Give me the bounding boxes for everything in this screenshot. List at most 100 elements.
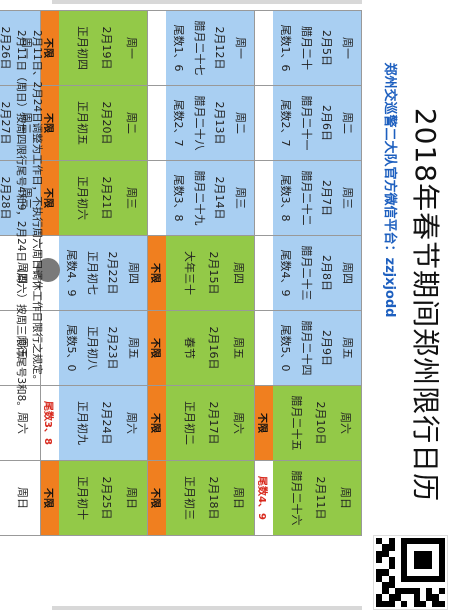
day-status-label xyxy=(148,161,166,235)
date-label: 2月24日 xyxy=(100,401,114,445)
weekday-label: 周日 xyxy=(338,487,352,509)
day-body: 周四 2月8日 腊月二十三 尾数4、9 xyxy=(273,236,361,310)
calendar-day-cell: 周五 2月23日 正月初八 尾数5、0 xyxy=(40,311,147,386)
calendar-day-cell: 周二 2月6日 腊月二十一 尾数2、7 xyxy=(254,86,361,161)
qr-module xyxy=(394,600,402,607)
day-body: 周三 2月14日 腊月二十九 尾数3、8 xyxy=(166,161,254,235)
lunar-date-label: 春节 xyxy=(182,337,196,359)
day-status-label: 不限 xyxy=(255,386,273,460)
lunar-date-label: 腊月二十二 xyxy=(299,170,313,226)
calendar-day-cell: 周五 2月9日 腊月二十四 尾数5、0 xyxy=(254,311,361,386)
wechat-subtitle: 郑州交巡警二大队官方微信平台：zzjxjodd xyxy=(382,62,398,318)
day-body: 周二 2月13日 腊月二十八 尾数2、7 xyxy=(166,86,254,160)
lunar-date-label: 腊月二十 xyxy=(299,26,313,70)
date-label: 2月19日 xyxy=(100,26,114,70)
qr-module xyxy=(413,600,420,607)
day-status-label xyxy=(255,11,273,85)
restricted-tail-label: 尾数4、9 xyxy=(279,249,293,297)
qr-module xyxy=(388,600,395,607)
day-status-label: 不限 xyxy=(148,386,166,460)
lunar-date-label: 腊月二十六 xyxy=(289,470,303,526)
note-line-1: 2月11日、2月24日调整为工作日，不执行周六周日调休工作日限行之规定。 xyxy=(31,30,43,386)
weekday-label: 周六 xyxy=(338,412,352,434)
date-label: 2月22日 xyxy=(106,251,120,295)
weekday-label: 周五 xyxy=(231,337,245,359)
lunar-date-label: 腊月二十一 xyxy=(299,95,313,151)
date-label: 2月16日 xyxy=(207,326,221,370)
page-edge-left xyxy=(52,0,362,4)
day-body: 周一 2月5日 腊月二十 尾数1、6 xyxy=(273,11,361,85)
restricted-tail-label: 尾数3、8 xyxy=(172,174,186,222)
day-body: 周日 2月18日 正月初三 xyxy=(166,461,254,535)
weekday-label: 周二 xyxy=(233,112,247,134)
day-status-label xyxy=(148,11,166,85)
lunar-date-label: 腊月二十四 xyxy=(299,320,313,376)
restricted-tail-label: 尾数2、7 xyxy=(279,99,293,147)
day-body: 周一 2月12日 腊月二十七 尾数1、6 xyxy=(166,11,254,85)
day-body: 周五 2月16日 春节 xyxy=(166,311,254,385)
page-edge-right xyxy=(52,606,362,610)
date-label: 2月11日 xyxy=(314,476,328,520)
weekday-label: 周六 xyxy=(231,412,245,434)
lunar-date-label: 大年三十 xyxy=(182,251,196,295)
day-status-label xyxy=(255,161,273,235)
day-status-label: 尾数4、9 xyxy=(255,461,273,535)
weekday-label: 周三 xyxy=(124,187,138,209)
calendar-day-cell: 周二 2月13日 腊月二十八 尾数2、7 xyxy=(147,86,254,161)
date-label: 2月13日 xyxy=(213,101,227,145)
weekday-label: 周二 xyxy=(340,112,354,134)
qr-module xyxy=(407,600,414,607)
weekday-label: 周五 xyxy=(340,337,354,359)
lunar-date-label: 正月初九 xyxy=(75,401,89,445)
calendar-day-cell: 周日 2月18日 正月初三 不限 xyxy=(147,461,254,536)
calendar-day-cell: 周四 2月8日 腊月二十三 尾数4、9 xyxy=(254,236,361,311)
lunar-date-label: 腊月二十三 xyxy=(299,245,313,301)
date-label: 2月8日 xyxy=(320,255,334,291)
calendar-week-row: 周一 2月12日 腊月二十七 尾数1、6 周二 2月13日 腊月二十八 尾数2、7 周三 2月14… xyxy=(147,11,254,536)
calendar-week-row: 周一 2月5日 腊月二十 尾数1、6 周二 2月6日 腊月二十一 尾数2、7 周三 2月7日 腊月二… xyxy=(254,11,361,536)
lunar-date-label: 正月初三 xyxy=(182,476,196,520)
lunar-date-label: 正月初五 xyxy=(75,101,89,145)
weekday-label: 周四 xyxy=(126,262,140,284)
date-label: 2月20日 xyxy=(100,101,114,145)
date-label: 2月17日 xyxy=(207,401,221,445)
day-body: 周一 2月19日 正月初四 xyxy=(59,11,147,85)
date-label: 2月23日 xyxy=(106,326,120,370)
day-body: 周日 2月11日 腊月二十六 xyxy=(273,461,361,535)
date-label: 2月7日 xyxy=(320,180,334,216)
lunar-date-label: 正月初四 xyxy=(75,26,89,70)
weekday-label: 周二 xyxy=(124,112,138,134)
calendar-day-cell: 周六 2月17日 正月初二 不限 xyxy=(147,386,254,461)
calendar-day-cell: 周三 2月7日 腊月二十二 尾数3、8 xyxy=(254,161,361,236)
day-status-label xyxy=(148,86,166,160)
calendar-day-cell: 周六 2月10日 腊月二十五 不限 xyxy=(254,386,361,461)
note-line-2: 2月11日（周日）按周四限行尾号4和9，2月24日（周六）按周三限行尾号3和8。 xyxy=(15,30,27,412)
lunar-date-label: 正月初二 xyxy=(182,401,196,445)
weekday-label: 周一 xyxy=(340,37,354,59)
date-label: 3月4日 xyxy=(0,480,2,516)
restricted-tail-label: 尾数1、6 xyxy=(172,24,186,72)
date-label: 2月6日 xyxy=(320,105,334,141)
day-status-label xyxy=(255,311,273,385)
lunar-date-label: 正月初七 xyxy=(85,251,99,295)
qr-module xyxy=(419,600,427,607)
date-label: 3月2日 xyxy=(0,330,2,366)
calendar-day-cell: 周一 2月19日 正月初四 不限 xyxy=(40,11,147,86)
calendar-day-cell: 周三 2月21日 正月初六 不限 xyxy=(40,161,147,236)
weekday-label: 周六 xyxy=(124,412,138,434)
date-label: 2月14日 xyxy=(213,176,227,220)
qr-module xyxy=(426,600,433,607)
date-label: 2月18日 xyxy=(207,476,221,520)
calendar-day-cell: 周五 2月16日 春节 不限 xyxy=(147,311,254,386)
restricted-tail-label: 尾数5、0 xyxy=(279,324,293,372)
qr-module xyxy=(432,600,439,607)
weekday-label: 周一 xyxy=(124,37,138,59)
day-body: 周日 2月25日 正月初十 xyxy=(59,461,147,535)
day-body: 周三 2月21日 正月初六 xyxy=(59,161,147,235)
day-body: 周四 2月22日 正月初七 尾数4、9 xyxy=(59,236,147,310)
day-body: 周二 2月20日 正月初五 xyxy=(59,86,147,160)
calendar-day-cell: 周一 2月12日 腊月二十七 尾数1、6 xyxy=(147,11,254,86)
date-label: 2月21日 xyxy=(100,176,114,220)
calendar-day-cell: 周三 2月14日 腊月二十九 尾数3、8 xyxy=(147,161,254,236)
